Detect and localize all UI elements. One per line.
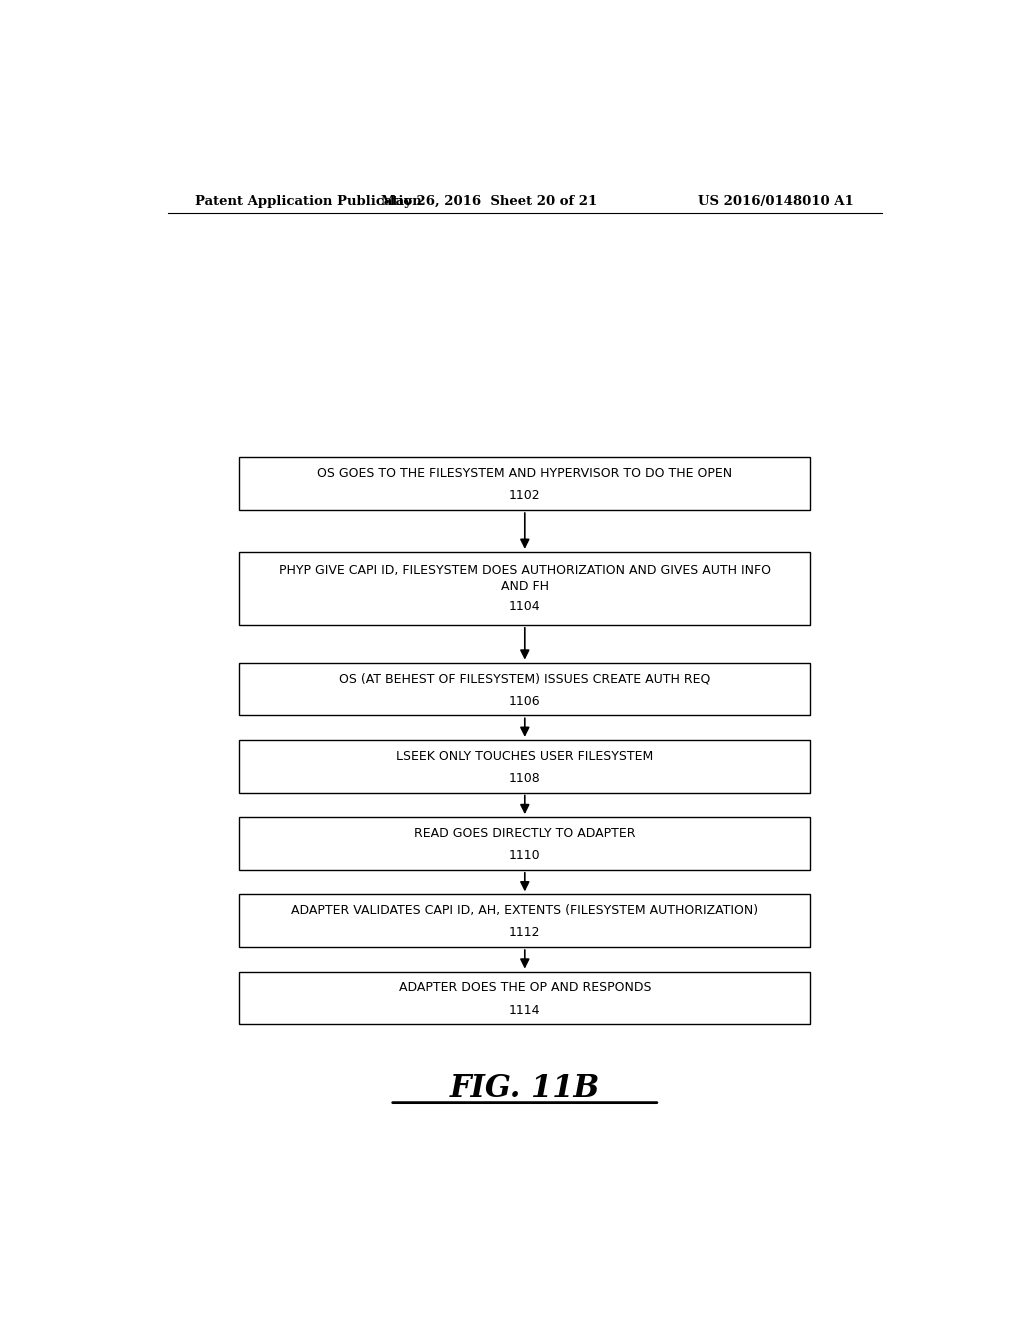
Text: 1108: 1108 [509, 772, 541, 785]
Bar [240, 894, 811, 948]
Bar [240, 552, 811, 624]
Text: 1110: 1110 [509, 849, 541, 862]
Bar [240, 817, 811, 870]
Bar [240, 663, 811, 715]
Text: PHYP GIVE CAPI ID, FILESYSTEM DOES AUTHORIZATION AND GIVES AUTH INFO: PHYP GIVE CAPI ID, FILESYSTEM DOES AUTHO… [279, 564, 771, 577]
Text: FIG. 11B: FIG. 11B [450, 1073, 600, 1104]
Text: 1104: 1104 [509, 601, 541, 612]
Text: May 26, 2016  Sheet 20 of 21: May 26, 2016 Sheet 20 of 21 [381, 194, 597, 207]
Text: AND FH: AND FH [501, 579, 549, 593]
Text: READ GOES DIRECTLY TO ADAPTER: READ GOES DIRECTLY TO ADAPTER [414, 826, 636, 840]
Text: US 2016/0148010 A1: US 2016/0148010 A1 [698, 194, 854, 207]
Text: 1114: 1114 [509, 1003, 541, 1016]
Text: Patent Application Publication: Patent Application Publication [196, 194, 422, 207]
Text: ADAPTER DOES THE OP AND RESPONDS: ADAPTER DOES THE OP AND RESPONDS [398, 981, 651, 994]
Text: OS (AT BEHEST OF FILESYSTEM) ISSUES CREATE AUTH REQ: OS (AT BEHEST OF FILESYSTEM) ISSUES CREA… [339, 672, 711, 685]
Text: 1106: 1106 [509, 694, 541, 708]
Bar [240, 457, 811, 510]
Text: LSEEK ONLY TOUCHES USER FILESYSTEM: LSEEK ONLY TOUCHES USER FILESYSTEM [396, 750, 653, 763]
Text: ADAPTER VALIDATES CAPI ID, AH, EXTENTS (FILESYSTEM AUTHORIZATION): ADAPTER VALIDATES CAPI ID, AH, EXTENTS (… [291, 904, 759, 917]
Text: OS GOES TO THE FILESYSTEM AND HYPERVISOR TO DO THE OPEN: OS GOES TO THE FILESYSTEM AND HYPERVISOR… [317, 467, 732, 480]
Bar [240, 972, 811, 1024]
Text: 1102: 1102 [509, 490, 541, 503]
Text: 1112: 1112 [509, 927, 541, 940]
Bar [240, 739, 811, 792]
